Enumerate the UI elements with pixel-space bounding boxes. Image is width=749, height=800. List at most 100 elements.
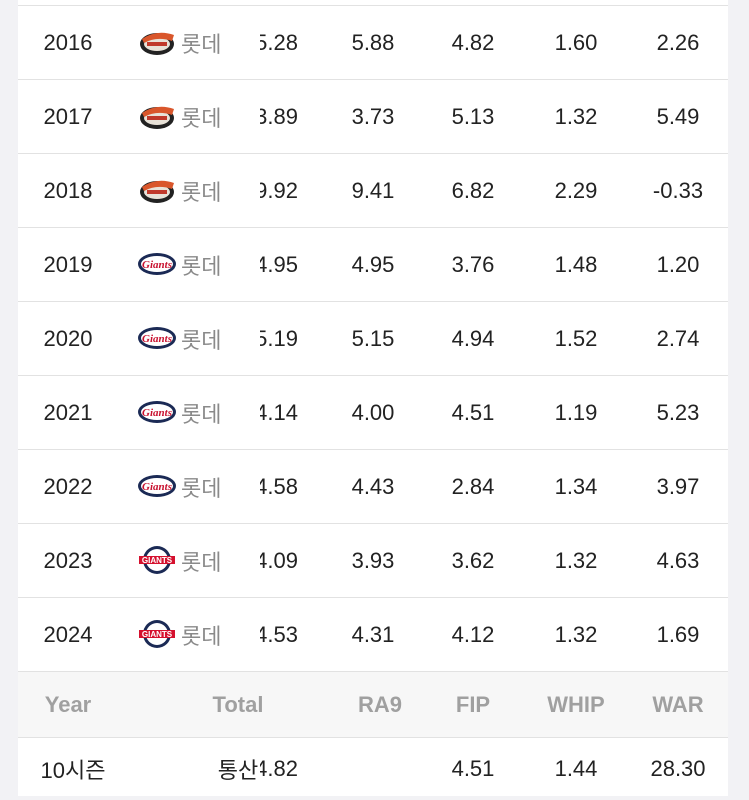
team-cell: 롯데 [181,106,222,131]
era-cell: 4.95 [260,252,298,277]
ra9-cell: 4.95 [351,252,395,277]
team-logo [140,32,174,55]
table-row: 2022 Giants 롯데 4.58 4.43 2.84 1.34 3.97 [18,449,728,524]
year-cell: 2022 [43,474,93,499]
year-cell: 2016 [43,30,93,55]
team-header: Total [212,692,264,717]
ra9-cell: 4.31 [351,622,395,647]
whip-cell: 1.60 [554,30,598,55]
header-row: Year Total RA9 FIP WHIP WAR [18,671,728,738]
ra9-cell: 3.73 [351,104,395,129]
stats-table: 2016 롯데 5.28 5.88 4.82 1.60 2.26 2017 롯데 3.89 3.73… [18,0,728,796]
era-cell: 5.19 [260,326,298,351]
whip-cell: 1.32 [554,104,598,129]
war-cell: 5.49 [656,104,700,129]
fip-header: FIP [455,692,491,717]
team-logo: Giants [138,401,176,423]
svg-text:Giants: Giants [142,481,172,493]
whip-cell: 1.32 [554,548,598,573]
svg-text:GIANTS: GIANTS [142,556,173,565]
team-cell: 통산 [217,758,259,783]
whip-cell: 1.48 [554,252,598,277]
fip-cell: 4.12 [451,622,495,647]
team-cell: 롯데 [181,624,222,649]
era-cell: 4.09 [260,548,298,573]
team-cell: 롯데 [181,180,222,205]
war-cell: 1.20 [656,252,700,277]
whip-header: WHIP [547,692,605,717]
whip-cell: 1.52 [554,326,598,351]
team-logo: GIANTS [139,546,175,574]
ra9-cell: 4.51 [451,756,495,781]
fip-cell: 4.94 [451,326,495,351]
war-cell: 4.63 [656,548,700,573]
ra9-cell: 9.41 [351,178,395,203]
war-cell: 28.30 [650,756,706,781]
team-logo: GIANTS [139,620,175,648]
war-cell: 3.97 [656,474,700,499]
fip-cell: 3.62 [451,548,495,573]
fip-cell: 5.13 [451,104,495,129]
table-row: 2018 롯데 9.92 9.41 6.82 2.29 -0.33 [18,153,728,228]
team-logo [140,180,174,203]
team-cell: 롯데 [181,254,222,279]
whip-cell: 1.32 [554,622,598,647]
ra9-cell: 5.15 [351,326,395,351]
table-row: 2016 롯데 5.28 5.88 4.82 1.60 2.26 [18,5,728,80]
whip-cell: 1.19 [554,400,598,425]
fip-cell: 2.84 [451,474,495,499]
table-row: 2020 Giants 롯데 5.19 5.15 4.94 1.52 2.74 [18,301,728,376]
year-cell: 2019 [43,252,93,277]
ra9-cell: 4.43 [351,474,395,499]
war-cell: 5.23 [656,400,700,425]
war-header: WAR [652,692,704,717]
year-cell: 10시즌 [40,758,106,783]
era-cell: 5.28 [260,30,298,55]
year-cell: 2017 [43,104,93,129]
war-cell: 2.74 [656,326,700,351]
year-cell: 2020 [43,326,93,351]
team-logo: Giants [138,475,176,497]
ra9-cell: 4.00 [351,400,395,425]
team-cell: 롯데 [181,476,222,501]
team-cell: 롯데 [181,328,222,353]
total-row: 10시즌 통산 4.82 4.51 1.44 28.30 [18,737,728,800]
svg-text:GIANTS: GIANTS [142,630,173,639]
fip-cell: 3.76 [451,252,495,277]
ra9-header: RA9 [357,692,402,717]
team-logo: Giants [138,327,176,349]
team-logo: Giants [138,253,176,275]
era-cell: 4.82 [260,756,298,781]
team-cell: 롯데 [181,32,222,57]
table-row: 2019 Giants 롯데 4.95 4.95 3.76 1.48 1.20 [18,227,728,302]
svg-text:Giants: Giants [142,407,172,419]
table-row: 2024 GIANTS 롯데 4.53 4.31 4.12 1.32 1.69 [18,597,728,672]
era-cell: 4.58 [260,474,298,499]
year-header: Year [44,692,92,717]
era-cell: 3.89 [260,104,298,129]
year-cell: 2023 [43,548,93,573]
team-cell: 롯데 [181,402,222,427]
war-cell: 2.26 [656,30,700,55]
ra9-cell: 5.88 [351,30,395,55]
war-cell: -0.33 [652,178,704,203]
era-cell: 4.53 [260,622,298,647]
table-row: 2017 롯데 3.89 3.73 5.13 1.32 5.49 [18,79,728,154]
team-cell: 롯데 [181,550,222,575]
table-row: 2021 Giants 롯데 4.14 4.00 4.51 1.19 5.23 [18,375,728,450]
fip-cell: 6.82 [451,178,495,203]
year-cell: 2024 [43,622,93,647]
svg-text:Giants: Giants [142,259,172,271]
fip-cell: 4.51 [451,400,495,425]
ra9-cell: 3.93 [351,548,395,573]
fip-cell: 4.82 [451,30,495,55]
svg-text:Giants: Giants [142,333,172,345]
table-row: 2023 GIANTS 롯데 4.09 3.93 3.62 1.32 4.63 [18,523,728,598]
year-cell: 2021 [43,400,93,425]
war-cell: 1.69 [656,622,700,647]
whip-cell: 1.34 [554,474,598,499]
era-cell: 4.14 [260,400,298,425]
year-cell: 2018 [43,178,93,203]
whip-cell: 2.29 [554,178,598,203]
